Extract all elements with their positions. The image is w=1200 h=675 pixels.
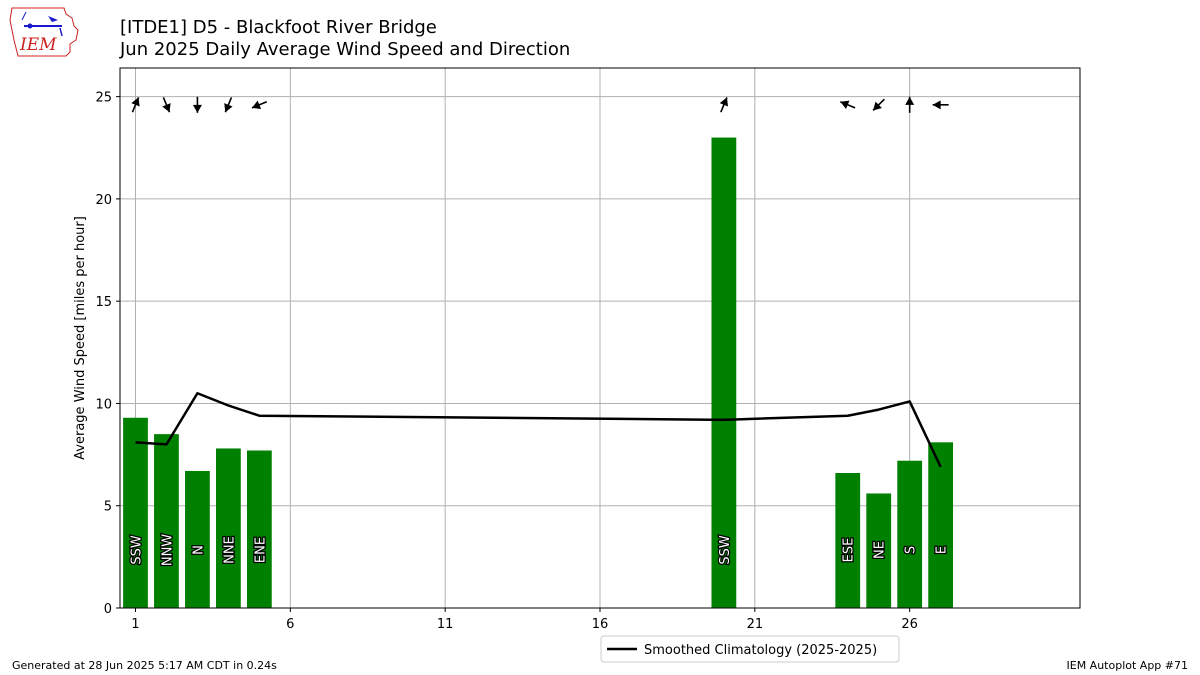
direction-arrow: [840, 100, 856, 109]
x-tick-label: 11: [437, 617, 454, 632]
wind-bar: [711, 137, 737, 608]
chart-title: [ITDE1] D5 - Blackfoot River Bridge: [120, 17, 437, 38]
direction-label: N: [191, 545, 206, 555]
direction-label: NE: [873, 541, 888, 559]
x-tick-label: 6: [286, 617, 294, 632]
direction-label: E: [935, 546, 950, 554]
x-tick-label: 1: [131, 617, 139, 632]
direction-label: S: [904, 546, 919, 554]
direction-arrow: [192, 96, 202, 113]
direction-labels: SSW NNW N NNE ENE SSW ESE NE S E: [128, 532, 951, 567]
y-tick-label: 5: [104, 500, 112, 515]
wind-bar: [216, 448, 241, 608]
direction-arrow: [872, 98, 885, 112]
wind-bar: [185, 470, 210, 608]
x-tick-label: 26: [901, 617, 918, 632]
y-tick-label: 25: [95, 91, 112, 106]
y-tick-label: 0: [104, 602, 112, 617]
wind-bar: [866, 493, 892, 608]
chart-subtitle: Jun 2025 Daily Average Wind Speed and Di…: [120, 39, 571, 60]
footer-app: IEM Autoplot App #71: [1066, 659, 1189, 672]
logo-text: IEM: [19, 35, 57, 55]
wind-bar: [835, 473, 861, 608]
direction-arrow: [719, 97, 729, 113]
direction-arrow: [251, 100, 268, 109]
legend-box: [600, 635, 900, 663]
iem-logo: IEM: [9, 7, 79, 57]
direction-label: SSW: [718, 535, 733, 565]
legend: Smoothed Climatology (2025-2025): [600, 635, 900, 663]
legend-label: Smoothed Climatology (2025-2025): [644, 643, 877, 658]
y-axis-label: Average Wind Speed [miles per hour]: [73, 216, 88, 460]
direction-label: ESE: [842, 538, 857, 563]
wind-bar: [246, 450, 272, 608]
y-tick-label: 20: [95, 193, 112, 208]
direction-label: SSW: [129, 535, 144, 565]
direction-arrow: [905, 96, 915, 113]
wind-bar: [897, 460, 923, 608]
wind-bar: [123, 417, 148, 608]
direction-arrow: [932, 100, 949, 110]
y-tick-label: 10: [95, 397, 112, 412]
wind-bar: [928, 442, 954, 608]
climatology-line: [135, 391, 942, 468]
wind-bars: [123, 137, 954, 608]
climatology-line-layer: [135, 391, 942, 468]
direction-arrow: [224, 97, 233, 113]
direction-arrow: [162, 97, 171, 113]
x-tick-label: 21: [747, 617, 764, 632]
direction-arrow: [131, 97, 140, 113]
direction-arrows: [131, 96, 949, 113]
direction-label: NNW: [160, 534, 175, 566]
direction-label: NNE: [222, 536, 237, 564]
wind-bar: [154, 434, 179, 608]
footer-generated: Generated at 28 Jun 2025 5:17 AM CDT in …: [12, 659, 277, 672]
direction-label: ENE: [253, 537, 268, 563]
x-tick-label: 16: [592, 617, 609, 632]
y-tick-label: 15: [95, 295, 112, 310]
